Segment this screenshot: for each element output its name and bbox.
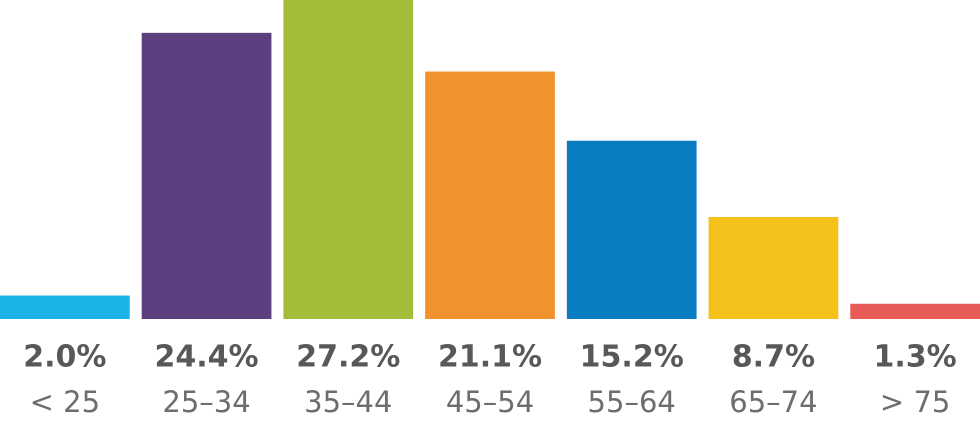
- bar: [141, 32, 272, 320]
- category-label: < 25: [30, 385, 100, 419]
- bar: [850, 303, 980, 319]
- value-label: 15.2%: [580, 340, 684, 375]
- value-label: 27.2%: [296, 340, 400, 375]
- value-label: 21.1%: [438, 340, 542, 375]
- value-label: 1.3%: [874, 340, 957, 375]
- category-label: 45–54: [446, 385, 534, 419]
- category-label: 35–44: [304, 385, 392, 419]
- bar: [283, 0, 414, 319]
- value-label: 8.7%: [732, 340, 815, 375]
- bar: [708, 216, 839, 319]
- bar: [0, 295, 130, 319]
- bar: [425, 71, 555, 320]
- category-label: 25–34: [162, 385, 250, 419]
- value-label: 24.4%: [155, 340, 259, 375]
- category-label: 55–64: [588, 385, 676, 419]
- category-label: 65–74: [729, 385, 817, 419]
- value-label: 2.0%: [23, 340, 106, 375]
- category-label: > 75: [880, 385, 950, 419]
- bar: [566, 140, 697, 319]
